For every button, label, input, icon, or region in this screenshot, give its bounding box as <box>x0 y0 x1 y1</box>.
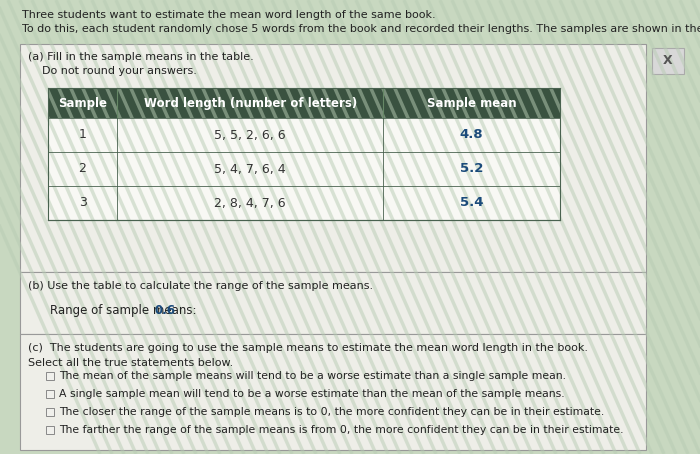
Text: The farther the range of the sample means is from 0, the more confident they can: The farther the range of the sample mean… <box>59 425 624 435</box>
Bar <box>20 44 646 272</box>
Text: Sample mean: Sample mean <box>427 97 517 109</box>
Bar <box>46 408 54 416</box>
Bar <box>46 390 54 398</box>
Text: (c)  The students are going to use the sample means to estimate the mean word le: (c) The students are going to use the sa… <box>28 343 588 353</box>
Text: The mean of the sample means will tend to be a worse estimate than a single samp: The mean of the sample means will tend t… <box>59 371 566 381</box>
Text: 5.4: 5.4 <box>460 197 484 209</box>
Text: A single sample mean will tend to be a worse estimate than the mean of the sampl: A single sample mean will tend to be a w… <box>59 389 565 399</box>
Text: Three students want to estimate the mean word length of the same book.: Three students want to estimate the mean… <box>22 10 435 20</box>
Text: 5, 4, 7, 6, 4: 5, 4, 7, 6, 4 <box>214 163 286 176</box>
Text: 5, 5, 2, 6, 6: 5, 5, 2, 6, 6 <box>214 128 286 142</box>
Text: 4.8: 4.8 <box>460 128 484 142</box>
Text: Word length (number of letters): Word length (number of letters) <box>144 97 357 109</box>
Bar <box>46 372 54 380</box>
Text: 2, 8, 4, 7, 6: 2, 8, 4, 7, 6 <box>214 197 286 209</box>
Text: 3: 3 <box>78 197 87 209</box>
Text: Sample: Sample <box>58 97 107 109</box>
Text: (b) Use the table to calculate the range of the sample means.: (b) Use the table to calculate the range… <box>28 281 373 291</box>
Text: Select all the true statements below.: Select all the true statements below. <box>28 358 233 368</box>
Text: To do this, each student randomly chose 5 words from the book and recorded their: To do this, each student randomly chose … <box>22 24 700 34</box>
Bar <box>652 48 684 74</box>
Text: X: X <box>663 54 673 68</box>
Text: 0.6: 0.6 <box>155 304 176 317</box>
Text: 2: 2 <box>78 163 87 176</box>
Text: The closer the range of the sample means is to 0, the more confident they can be: The closer the range of the sample means… <box>59 407 604 417</box>
Text: Range of sample means:: Range of sample means: <box>50 304 200 317</box>
Text: (a) Fill in the sample means in the table.: (a) Fill in the sample means in the tabl… <box>28 52 253 62</box>
Bar <box>48 88 560 118</box>
Bar <box>48 118 560 152</box>
Text: Do not round your answers.: Do not round your answers. <box>28 66 197 76</box>
Bar <box>20 334 646 450</box>
Text: 1: 1 <box>78 128 87 142</box>
Bar <box>48 152 560 186</box>
Text: 5.2: 5.2 <box>460 163 484 176</box>
Bar <box>48 186 560 220</box>
Bar <box>20 272 646 334</box>
Bar <box>46 426 54 434</box>
